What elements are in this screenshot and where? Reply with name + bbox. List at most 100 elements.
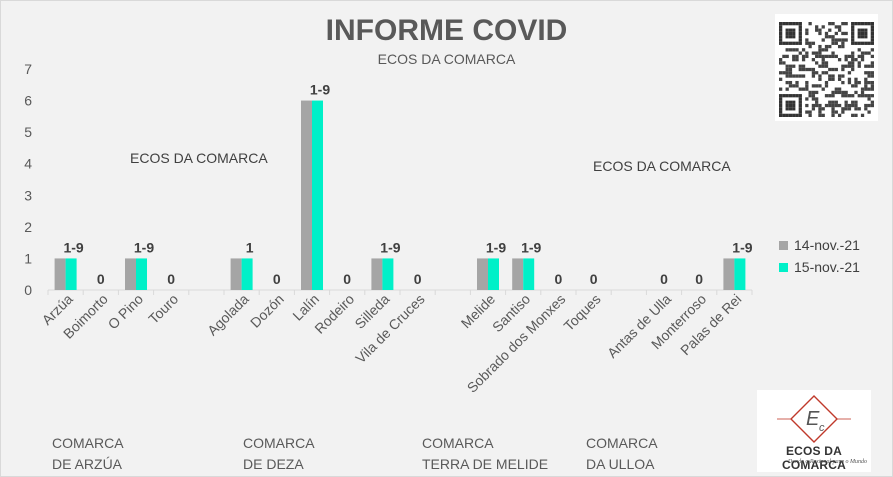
category-label: Agolada [204,291,252,339]
qr-module [811,71,816,75]
qr-module [857,80,861,85]
qr-module [792,35,796,39]
qr-module [831,51,835,55]
qr-module [795,58,799,62]
qr-module [779,113,783,117]
group-label-ulloa-line1: COMARCA [586,435,658,451]
qr-module [831,94,835,98]
qr-module [805,110,809,114]
qr-module [841,41,845,45]
qr-module [844,38,848,42]
qr-module [841,64,845,68]
qr-module [788,100,793,104]
qr-module [788,113,793,117]
group-label-deza-line2: DE DEZA [243,456,304,472]
qr-module [851,100,855,104]
qr-module [805,67,809,72]
qr-module [851,38,855,42]
qr-module [795,74,799,78]
bar-series2 [136,258,147,290]
qr-module [860,35,865,39]
qr-module [847,103,852,108]
qr-module [821,54,825,59]
data-label: 1-9 [486,239,506,255]
bar-series1 [512,258,524,290]
qr-module [860,87,865,91]
qr-module [831,90,835,95]
qr-module [864,77,868,81]
qr-module [792,22,796,26]
qr-module [841,38,845,42]
qr-module [788,41,793,45]
bar-series1 [230,258,242,290]
qr-module [837,87,842,91]
data-label: 1-9 [310,82,330,98]
qr-module [801,87,806,91]
qr-code[interactable] [775,14,878,121]
group-label-ulloa: COMARCA DA ULLOA [586,433,658,475]
qr-module [801,64,806,68]
qr-module [811,107,816,111]
y-tick-label: 0 [24,282,32,298]
qr-module [824,44,829,49]
qr-module [870,80,874,85]
qr-module [837,77,842,81]
qr-module [837,113,842,117]
chart-legend: 14-nov.-21 15-nov.-21 [779,234,860,278]
bar-series2 [65,258,77,290]
qr-module [851,58,855,62]
qr-module [815,54,819,59]
qr-module [798,41,802,45]
qr-module [815,61,819,65]
qr-module [798,107,802,111]
category-label: Rodeiro [311,291,357,337]
qr-module [785,22,789,26]
qr-module [821,87,825,91]
data-label: 1 [246,239,254,255]
qr-module [792,31,796,36]
qr-module [841,94,845,98]
group-label-melide-line1: COMARCA [422,435,494,451]
data-label: 0 [590,271,598,287]
qr-module [779,87,783,91]
qr-module [837,103,842,108]
qr-module [844,58,848,62]
qr-module [818,28,822,32]
qr-module [854,22,858,26]
qr-module [870,38,874,42]
y-tick-label: 1 [24,250,32,266]
qr-module [851,28,855,32]
qr-module [788,80,793,85]
qr-module [867,87,871,91]
qr-module [867,41,871,45]
group-label-arzua: COMARCA DE ARZÚA [52,433,124,475]
qr-module [782,61,786,65]
qr-module [828,103,832,108]
qr-module [798,110,802,114]
qr-module [785,80,789,85]
qr-module [854,90,858,95]
legend-swatch-series1 [779,240,788,250]
y-tick-label: 3 [24,187,32,203]
qr-module [864,35,868,39]
legend-swatch-series2 [779,262,788,272]
qr-module [821,64,825,68]
data-label: 1-9 [732,239,752,255]
data-label: 0 [555,271,563,287]
qr-module [864,103,868,108]
qr-module [805,97,809,101]
qr-module [860,113,865,117]
qr-module [779,61,783,65]
qr-module [779,100,783,104]
y-tick-label: 6 [24,93,32,109]
qr-module [779,107,783,111]
qr-module [851,64,855,68]
qr-module [870,71,874,75]
qr-module [860,90,865,95]
qr-module [841,22,845,26]
qr-module [792,28,796,32]
qr-module [779,97,783,101]
qr-module [788,94,793,98]
qr-module [837,74,842,78]
qr-module [870,103,874,108]
